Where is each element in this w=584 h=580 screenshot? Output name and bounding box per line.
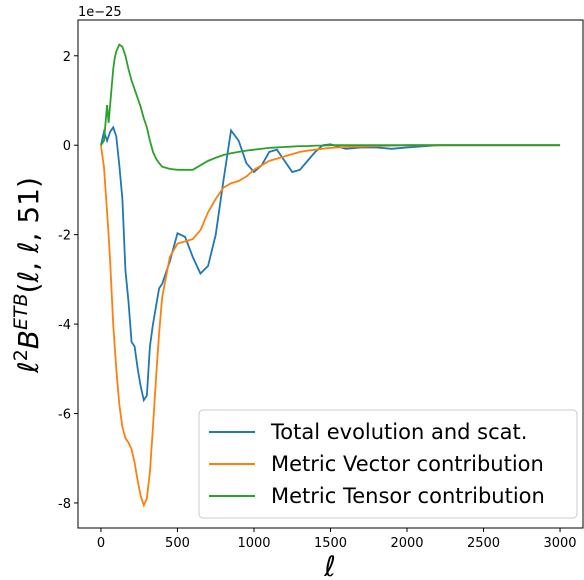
x-tick-label: 3000 [543, 536, 576, 551]
plot-frame [77, 19, 584, 529]
y-tick-label: 2 [63, 50, 71, 65]
y-tick-label: 0 [63, 139, 71, 154]
y-tick-label: -8 [58, 497, 71, 512]
y-label-part: ℓ [12, 361, 45, 374]
y-tick-label: -2 [58, 229, 71, 244]
series-line [100, 43, 561, 171]
y-label-part: 2 [10, 349, 32, 361]
y-label-part: B [12, 330, 45, 349]
x-tick-label: 1000 [237, 536, 270, 551]
y-label-part: (ℓ, ℓ, 51) [12, 177, 45, 293]
legend-label: Total evolution and scat. [270, 420, 527, 444]
y-tick-label: -4 [58, 318, 71, 333]
x-tick-label: 2000 [390, 536, 423, 551]
x-tick-label: 0 [97, 536, 105, 551]
offset-text: 1e−25 [78, 5, 122, 20]
y-axis-label: ℓ2BETB(ℓ, ℓ, 51) [10, 177, 45, 374]
series-line [100, 144, 561, 508]
y-tick-label: -6 [58, 408, 71, 423]
legend: Total evolution and scat. Metric Vector c… [198, 409, 578, 519]
x-tick-label: 1500 [314, 536, 347, 551]
y-label-part: ETB [10, 293, 32, 330]
x-axis-label: ℓ [323, 550, 336, 580]
legend-label: Metric Tensor contribution [271, 484, 545, 508]
x-tick-label: 2500 [467, 536, 500, 551]
legend-box [198, 409, 578, 519]
x-tick-label: 500 [165, 536, 190, 551]
legend-label: Metric Vector contribution [271, 452, 544, 476]
